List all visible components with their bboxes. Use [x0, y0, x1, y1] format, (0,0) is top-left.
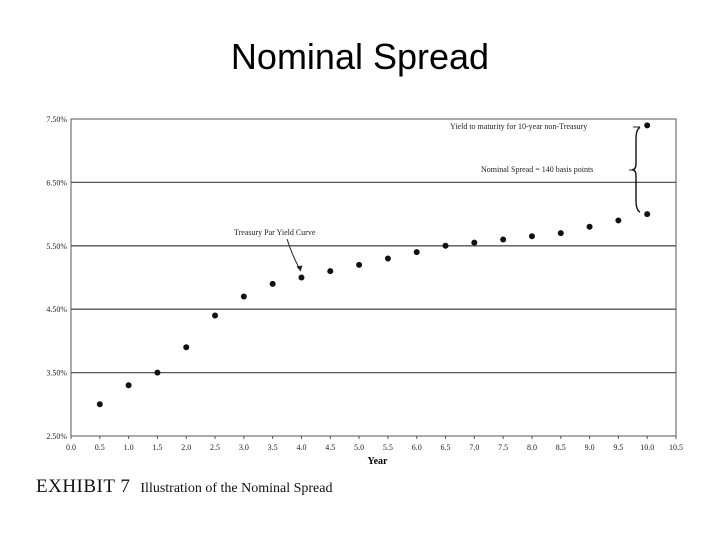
- x-tick-label: 9.0: [585, 443, 595, 452]
- x-tick-label: 9.5: [613, 443, 623, 452]
- y-axis: 2.50% 3.50% 4.50% 5.50% 6.50% 7.50%: [46, 115, 67, 441]
- x-tick-label: 8.0: [527, 443, 537, 452]
- data-point: [240, 293, 247, 300]
- x-axis-label: Year: [368, 456, 389, 467]
- annotation-treasury-curve: Treasury Par Yield Curve: [234, 228, 316, 237]
- data-point: [298, 274, 305, 281]
- annotation-arrow-head: [296, 265, 303, 272]
- data-point: [269, 280, 276, 287]
- data-point: [327, 268, 334, 275]
- data-point: [125, 382, 132, 389]
- data-point: [586, 223, 593, 230]
- data-point: [413, 249, 420, 256]
- data-point: [471, 239, 478, 246]
- x-tick-label: 5.5: [383, 443, 393, 452]
- data-point: [212, 312, 219, 319]
- y-tick-label: 4.50%: [46, 305, 67, 314]
- annotation-arrow-shaft: [286, 238, 301, 271]
- data-point: [500, 236, 507, 243]
- annotation-nominal-spread: Nominal Spread = 140 basis points: [481, 165, 593, 174]
- x-tick-label: 0.5: [95, 443, 105, 452]
- data-points: [96, 122, 651, 408]
- plot-border: [70, 118, 677, 437]
- y-tick-label: 7.50%: [46, 115, 67, 124]
- slide-title: Nominal Spread: [230, 36, 490, 77]
- exhibit-caption: EXHIBIT 7 Illustration of the Nominal Spr…: [36, 476, 332, 498]
- y-tick-label: 6.50%: [46, 178, 67, 187]
- x-tick-label: 5.0: [354, 443, 364, 452]
- x-tick-label: 3.0: [239, 443, 249, 452]
- x-tick-label: 1.5: [152, 443, 162, 452]
- data-point: [644, 122, 651, 129]
- data-point: [384, 255, 391, 262]
- x-tick-label: 10.0: [640, 443, 654, 452]
- x-tick-label: 3.5: [268, 443, 278, 452]
- plot-frame: [70, 118, 677, 437]
- data-point: [183, 344, 190, 351]
- exhibit-number: EXHIBIT 7: [36, 476, 131, 497]
- x-tick-label: 7.0: [469, 443, 479, 452]
- data-point: [154, 369, 161, 376]
- annotations: Yield to maturity for 10-year non-Treasu…: [234, 122, 641, 272]
- data-point: [644, 211, 651, 218]
- data-point: [356, 261, 363, 268]
- x-tick-label: 8.5: [556, 443, 566, 452]
- x-tick-label: 4.5: [325, 443, 335, 452]
- x-tick-label: 6.5: [441, 443, 451, 452]
- x-tick-label: 2.5: [210, 443, 220, 452]
- y-tick-label: 2.50%: [46, 432, 67, 441]
- spread-brace: [631, 126, 641, 213]
- data-point: [96, 401, 103, 408]
- data-point: [615, 217, 622, 224]
- grid-layer: [71, 181, 676, 374]
- annotation-ytm: Yield to maturity for 10-year non-Treasu…: [450, 122, 587, 131]
- exhibit-title: Illustration of the Nominal Spread: [140, 481, 333, 496]
- x-axis: 0.0 0.5 1.0 1.5 2.0 2.5 3.0 3.5 4.0 4.5 5.0 5.5 6.0 6…: [66, 436, 683, 452]
- x-tick-label: 1.0: [124, 443, 134, 452]
- x-tick-label: 10.5: [669, 443, 683, 452]
- x-tick-label: 6.0: [412, 443, 422, 452]
- y-tick-label: 3.50%: [46, 369, 67, 378]
- data-point: [528, 233, 535, 240]
- x-tick-label: 2.0: [181, 443, 191, 452]
- y-tick-label: 5.50%: [46, 242, 67, 251]
- data-point: [557, 230, 564, 237]
- data-point: [442, 242, 449, 249]
- x-tick-label: 4.0: [296, 443, 306, 452]
- x-tick-label: 0.0: [66, 443, 76, 452]
- x-tick-label: 7.5: [498, 443, 508, 452]
